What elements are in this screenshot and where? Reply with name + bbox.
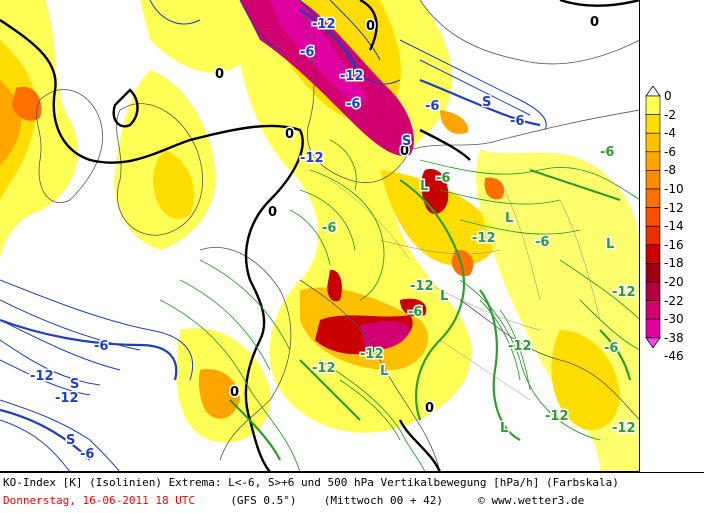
high-marker: S (66, 433, 75, 448)
label-green: -6 (408, 305, 422, 320)
label-black: 0 (215, 67, 224, 82)
label-blue: -12 (55, 391, 79, 406)
label-green: -12 (612, 421, 636, 436)
high-marker: S (482, 95, 491, 110)
footer: KO-Index [K] (Isolinien) Extrema: L<-6, … (0, 472, 704, 513)
legend-tick-label: -46 (664, 350, 684, 362)
legend-swatch (646, 226, 660, 245)
high-marker: S (70, 377, 79, 392)
label-green: -6 (604, 341, 618, 356)
label-blue: -12 (312, 17, 336, 32)
legend-arrow-top (646, 86, 660, 96)
label-blue: -12 (340, 69, 364, 84)
label-green: -6 (322, 221, 336, 236)
footer-meta: Donnerstag, 16-06-2011 18 UTC (GFS 0.5°)… (3, 494, 701, 507)
legend-swatch (646, 208, 660, 227)
low-marker: L (380, 364, 388, 379)
legend-tick-label: -2 (664, 109, 676, 121)
legend-tick-label: -6 (664, 146, 676, 158)
low-marker: L (440, 289, 448, 304)
legend-swatch (646, 263, 660, 282)
legend-swatch (646, 170, 660, 189)
label-green: -12 (410, 279, 434, 294)
label-black: 0 (230, 385, 239, 400)
legend-swatch (646, 282, 660, 301)
label-blue: -6 (510, 114, 524, 129)
legend-tick-label: -4 (664, 127, 676, 139)
label-blue: -12 (30, 369, 54, 384)
label-black: 0 (366, 19, 375, 34)
label-black: 0 (285, 127, 294, 142)
label-green: -12 (312, 361, 336, 376)
legend-tick-label: -18 (664, 257, 684, 269)
legend-tick-label: -12 (664, 202, 684, 214)
label-blue: -6 (80, 447, 94, 462)
label-blue: -6 (425, 99, 439, 114)
colour-legend: 0 -2 -4 -6 -8 -10 -12 -14 -16 -18 -20 -22 -30 -38 -46 (644, 86, 704, 386)
footer-run: (Mittwoch 00 + 42) (324, 494, 443, 507)
label-green: -12 (472, 231, 496, 246)
label-black: 0 (590, 15, 599, 30)
low-marker: L (500, 421, 508, 436)
footer-description: KO-Index [K] (Isolinien) Extrema: L<-6, … (3, 476, 619, 489)
label-blue: -12 (300, 151, 324, 166)
low-marker: L (505, 211, 513, 226)
label-green: -12 (508, 339, 532, 354)
label-blue: -6 (300, 45, 314, 60)
label-green: -12 (545, 409, 569, 424)
label-green: -12 (360, 347, 384, 362)
legend-swatch (646, 319, 660, 338)
legend-tick-label: -20 (664, 276, 684, 288)
label-green: -6 (535, 235, 549, 250)
label-green: -6 (436, 171, 450, 186)
label-black: 0 (268, 205, 277, 220)
high-marker: S (402, 134, 411, 149)
legend-swatch (646, 245, 660, 264)
label-green: -12 (612, 285, 636, 300)
legend-tick-label: -38 (664, 332, 684, 344)
legend-swatch (646, 115, 660, 134)
legend-swatch (646, 189, 660, 208)
footer-credit: © www.wetter3.de (478, 494, 584, 507)
legend-tick-label: -10 (664, 183, 684, 195)
label-black: 0 (425, 401, 434, 416)
legend-swatch (646, 96, 660, 115)
legend-swatch (646, 133, 660, 152)
map-area: -12 -6 -12 -6 -6 -12 -12 -6 -6 -6 -12 0 … (0, 0, 640, 472)
label-green: -6 (600, 145, 614, 160)
legend-swatch (646, 301, 660, 320)
label-blue: -6 (346, 97, 360, 112)
footer-date: Donnerstag, 16-06-2011 18 UTC (3, 494, 195, 507)
label-blue: -6 (94, 339, 108, 354)
legend-tick-label: -8 (664, 164, 676, 176)
footer-model: (GFS 0.5°) (230, 494, 296, 507)
legend-tick-label: -30 (664, 313, 684, 325)
low-marker: L (420, 179, 428, 194)
map-canvas: -12 -6 -12 -6 -6 -12 -12 -6 -6 -6 -12 0 … (0, 0, 640, 472)
legend-swatch (646, 152, 660, 171)
legend-tick-label: -16 (664, 239, 684, 251)
legend-arrow-bottom (646, 338, 660, 348)
legend-tick-label: -14 (664, 220, 684, 232)
legend-tick-label: 0 (664, 90, 672, 102)
low-marker: L (606, 237, 614, 252)
legend-tick-label: -22 (664, 295, 684, 307)
